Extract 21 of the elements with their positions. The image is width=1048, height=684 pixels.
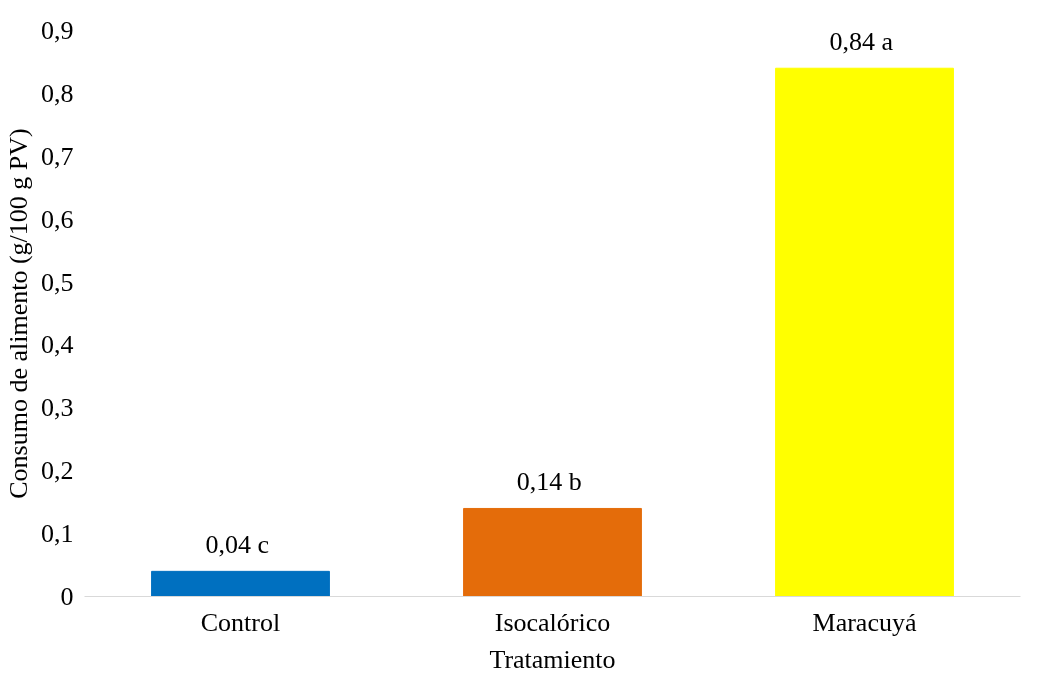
x-tick-label: Isocalórico xyxy=(494,607,611,637)
y-tick-label: 0,2 xyxy=(41,456,74,486)
bar xyxy=(151,570,330,597)
y-tick-label: 0,9 xyxy=(41,16,74,45)
y-tick-label: 0,3 xyxy=(41,393,74,423)
y-tick-label: 0,5 xyxy=(41,267,74,297)
data-label: 0,04 c xyxy=(205,530,270,560)
x-tick-label: Maracuyá xyxy=(812,607,917,637)
y-tick-label: 0,1 xyxy=(41,519,74,549)
x-tick-label: Control xyxy=(200,607,281,637)
bar xyxy=(463,507,642,597)
y-tick-label: 0,7 xyxy=(41,141,74,171)
x-axis-title: Tratamiento xyxy=(489,644,616,674)
y-tick-label: 0,8 xyxy=(41,78,74,108)
y-tick-label: 0,4 xyxy=(41,330,74,360)
y-axis-title: Consumo de alimento (g/100 g PV) xyxy=(4,128,33,499)
y-tick-label: 0 xyxy=(60,582,74,611)
bar xyxy=(775,67,954,597)
data-label: 0,14 b xyxy=(516,467,582,497)
data-label: 0,84 a xyxy=(829,27,894,57)
y-tick-label: 0,6 xyxy=(41,204,74,234)
